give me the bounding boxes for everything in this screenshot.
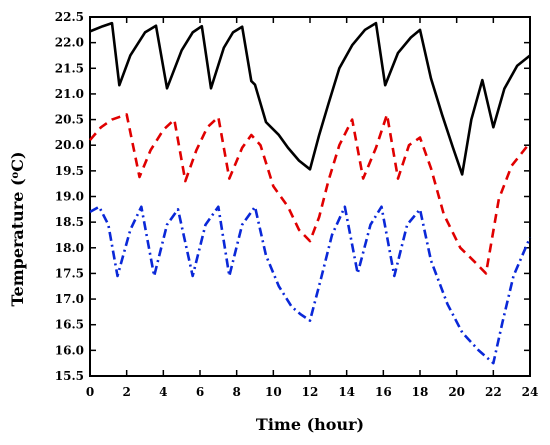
x-axis-label: Time (hour) — [256, 415, 364, 434]
y-tick-label: 18.0 — [55, 241, 84, 255]
x-tick-label: 6 — [196, 385, 204, 399]
x-tick-label: 2 — [122, 385, 130, 399]
x-tick-label: 18 — [412, 385, 429, 399]
x-tick-label: 20 — [448, 385, 465, 399]
y-tick-label: 17.5 — [55, 266, 84, 280]
x-tick-label: 8 — [232, 385, 240, 399]
x-tick-label: 12 — [302, 385, 319, 399]
x-tick-label: 16 — [375, 385, 392, 399]
y-tick-label: 20.0 — [55, 138, 84, 152]
series-line-3 — [89, 205, 532, 365]
series-line-1 — [89, 21, 531, 176]
x-tick-label: 14 — [338, 385, 355, 399]
y-tick-label: 15.5 — [55, 369, 84, 383]
y-axis-label-suffix: C) — [8, 151, 27, 171]
x-tick-label: 0 — [86, 385, 94, 399]
y-tick-label: 20.5 — [55, 113, 84, 127]
y-axis-label-prefix: Temperature ( — [8, 178, 27, 306]
y-tick-label: 22.0 — [55, 36, 84, 50]
y-tick-label: 21.5 — [55, 61, 84, 75]
y-tick-label: 19.5 — [55, 164, 84, 178]
y-tick-label: 18.5 — [55, 215, 84, 229]
y-tick-label: 21.0 — [55, 87, 84, 101]
x-tick-label: 22 — [485, 385, 502, 399]
x-tick-label: 4 — [159, 385, 167, 399]
y-tick-label: 19.0 — [55, 190, 84, 204]
y-tick-label: 22.5 — [55, 10, 84, 24]
y-tick-label: 17.0 — [55, 292, 84, 306]
series-line-2 — [89, 113, 532, 275]
y-tick-label: 16.0 — [55, 343, 84, 357]
plot-group: 0 2 4 6 8 10 12 14 16 18 20 22 2415.516.016.517.017.… — [55, 10, 539, 399]
x-tick-label: 24 — [522, 385, 539, 399]
y-axis-label: Temperature (oC) — [8, 151, 27, 306]
y-tick-label: 16.5 — [55, 318, 84, 332]
y-axis-label-superscript: o — [10, 171, 21, 178]
plot-frame — [89, 16, 531, 377]
x-tick-label: 10 — [265, 385, 282, 399]
